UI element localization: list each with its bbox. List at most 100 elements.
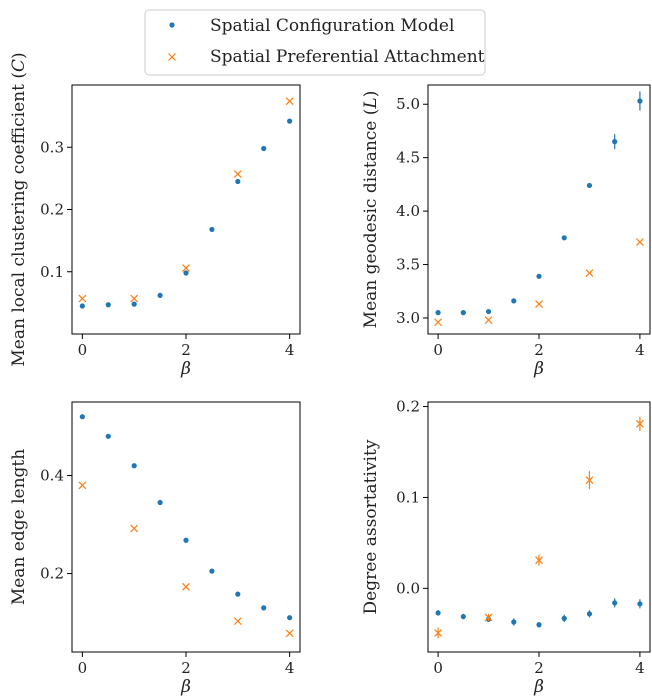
plot-frame: [427, 401, 651, 653]
data-point: [434, 628, 443, 637]
data-point: [585, 476, 594, 485]
data-point: [637, 601, 643, 607]
data-point-stroke: [484, 613, 493, 622]
data-point-stroke: [434, 318, 443, 327]
x-tick-label: 2: [181, 659, 191, 677]
legend-marker-spa: [168, 53, 176, 61]
data-point-stroke: [484, 316, 493, 325]
data-point: [261, 605, 267, 611]
data-point: [285, 629, 294, 638]
x-tick-label: 0: [78, 341, 88, 359]
x-tick-label: 2: [181, 341, 191, 359]
x-tick-label: 0: [78, 659, 88, 677]
legend: Spatial Configuration Model Spatial Pref…: [144, 9, 486, 76]
x-tick-label: 4: [635, 659, 645, 677]
data-point: [435, 310, 441, 316]
series-scm: [79, 118, 293, 309]
data-point: [460, 613, 466, 620]
data-point: [460, 310, 466, 316]
data-point-stroke: [285, 629, 294, 638]
data-point: [561, 615, 567, 621]
chart-panel-4: 0 2 4 0.0 0.1 0.2 β Degree assortativity: [361, 398, 651, 696]
x-tick-label: 2: [534, 659, 544, 677]
x-tick-label: 4: [635, 341, 645, 359]
x-axis-label: β: [533, 677, 544, 696]
data-point: [183, 537, 189, 543]
y-tick-label: 0.4: [40, 467, 64, 485]
y-tick-label: 3.0: [396, 309, 420, 327]
data-point-stroke: [585, 476, 594, 485]
data-point: [561, 235, 567, 241]
x-axis-label: β: [180, 677, 191, 696]
data-point: [182, 582, 190, 591]
data-point: [511, 619, 517, 625]
y-tick-label: 0.2: [40, 201, 64, 219]
data-point: [535, 556, 543, 565]
data-point: [434, 318, 443, 327]
x-tick-label: 4: [285, 341, 295, 359]
series-scm: [79, 414, 293, 621]
series-scm: [435, 91, 643, 316]
y-axis-label: Mean geodesic distance (L): [361, 91, 381, 329]
data-point: [435, 610, 441, 616]
legend-label-scm: Spatial Configuration Model: [210, 16, 454, 36]
data-point-stroke: [182, 264, 190, 272]
series-spa: [434, 238, 644, 327]
data-point: [157, 499, 163, 506]
data-point: [209, 226, 215, 233]
plot-frame: [71, 401, 301, 653]
y-tick-label: 4.5: [396, 149, 420, 167]
y-axis-label: Mean edge length: [9, 449, 29, 605]
data-point-stroke: [182, 582, 190, 591]
data-point: [157, 292, 163, 299]
y-tick-label: 0.1: [396, 488, 420, 506]
data-point: [585, 269, 594, 278]
data-point: [105, 433, 111, 439]
data-point: [235, 178, 241, 185]
data-point: [637, 98, 643, 104]
data-point-stroke: [535, 300, 543, 309]
x-tick-label: 4: [285, 659, 295, 677]
data-point: [78, 481, 87, 490]
data-point: [511, 298, 517, 304]
x-axis-label: β: [533, 359, 544, 379]
data-point: [285, 97, 294, 106]
y-tick-label: 0.1: [40, 263, 64, 281]
y-axis-label: Degree assortativity: [361, 439, 381, 614]
data-point-stroke: [635, 238, 644, 247]
data-point-stroke: [535, 556, 543, 565]
data-point: [233, 170, 242, 178]
data-point: [484, 613, 493, 622]
data-point: [586, 182, 593, 189]
data-point: [78, 294, 87, 303]
data-point: [233, 617, 242, 626]
chart-panel-2: 0 2 4 3.0 3.5 4.0 4.5 5.0 β Mean geodesic distanc…: [361, 84, 651, 379]
data-point-stroke: [130, 524, 139, 533]
legend-marker-scm: [169, 22, 175, 28]
series-spa: [78, 481, 294, 638]
series-spa: [78, 97, 294, 303]
x-tick-label: 0: [433, 659, 443, 677]
data-point: [131, 463, 137, 469]
data-point: [182, 264, 190, 272]
data-point: [79, 414, 85, 420]
data-point: [586, 611, 593, 617]
chart-panel-3: 0 2 4 0.2 0.4 β Mean edge length: [9, 401, 301, 696]
data-point: [235, 591, 241, 597]
data-point: [209, 568, 215, 574]
series-scm: [435, 598, 643, 628]
data-point: [635, 419, 644, 428]
x-axis-label: β: [180, 359, 191, 379]
data-point: [536, 273, 542, 279]
data-point-stroke: [285, 97, 294, 106]
y-tick-label: 5.0: [396, 95, 420, 113]
data-point-stroke: [78, 481, 87, 490]
data-point-stroke: [130, 294, 139, 303]
y-tick-label: 0.2: [40, 565, 64, 583]
data-point: [635, 238, 644, 247]
y-tick-label: 4.0: [396, 202, 420, 220]
y-tick-label: 0.2: [396, 398, 420, 416]
data-point: [130, 524, 139, 533]
y-tick-label: 0.0: [396, 579, 420, 597]
